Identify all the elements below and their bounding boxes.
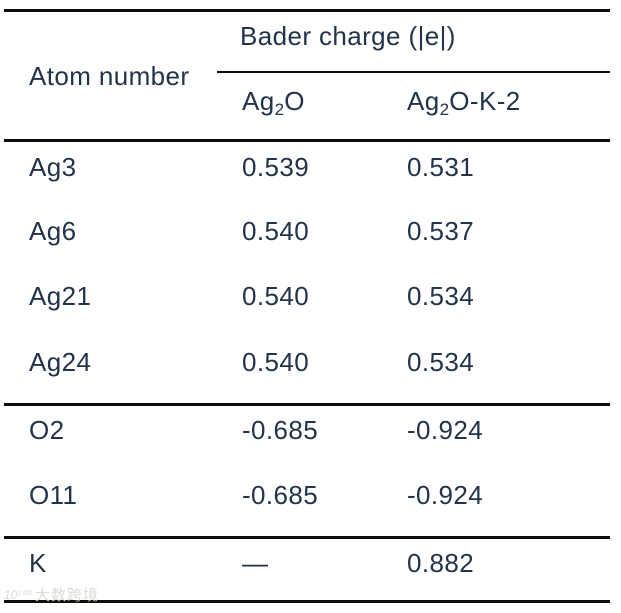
cell-value: 0.540 <box>242 347 310 377</box>
cell-value: 0.540 <box>242 216 310 246</box>
col-header-ag2o-k-2: Ag2O-K-2 <box>407 86 521 119</box>
row-label: Ag24 <box>29 347 92 377</box>
cell-value: -0.924 <box>407 415 484 445</box>
cell-value: 0.534 <box>407 347 475 377</box>
cell-value: 0.882 <box>407 548 475 578</box>
cell-value: -0.685 <box>242 480 319 510</box>
group-header-bader-charge: Bader charge (|e|) <box>240 21 456 51</box>
table-rule-group-header <box>217 71 610 73</box>
col-header-ag2o-k-2-rest: O-K-2 <box>449 86 521 116</box>
cell-value: -0.924 <box>407 480 484 510</box>
row-label: K <box>29 548 47 578</box>
col-header-ag2o-base: Ag <box>242 86 275 116</box>
row-label: Ag6 <box>29 216 77 246</box>
table-rule-header-bottom <box>4 139 610 142</box>
cell-value: -0.685 <box>242 415 319 445</box>
table-rule-silver-oxygen <box>4 403 610 406</box>
col-header-ag2o-k-2-subscript: 2 <box>439 100 450 119</box>
cell-value: 0.540 <box>242 281 310 311</box>
row-label: Ag3 <box>29 152 77 182</box>
table-rule-top <box>4 9 610 12</box>
col-header-atom-number: Atom number <box>29 61 190 91</box>
table-rule-bottom <box>4 600 610 603</box>
cell-value: 0.531 <box>407 152 475 182</box>
watermark: 10¹⁰⁰ 大数跨境 <box>4 584 99 605</box>
cell-value: 0.534 <box>407 281 475 311</box>
watermark-logo-icon: 10¹⁰⁰ <box>4 587 31 602</box>
row-label: O2 <box>29 415 65 445</box>
cell-value-empty: — <box>242 548 269 578</box>
table-rule-oxygen-potassium <box>4 536 610 539</box>
cell-value: 0.539 <box>242 152 310 182</box>
col-header-ag2o: Ag2O <box>242 86 305 119</box>
row-label: O11 <box>29 480 78 510</box>
watermark-text: 大数跨境 <box>34 587 99 604</box>
col-header-ag2o-k-2-base: Ag <box>407 86 440 116</box>
cell-value: 0.537 <box>407 216 475 246</box>
col-header-ag2o-subscript: 2 <box>274 100 285 119</box>
col-header-ag2o-rest: O <box>284 86 305 116</box>
row-label: Ag21 <box>29 281 92 311</box>
